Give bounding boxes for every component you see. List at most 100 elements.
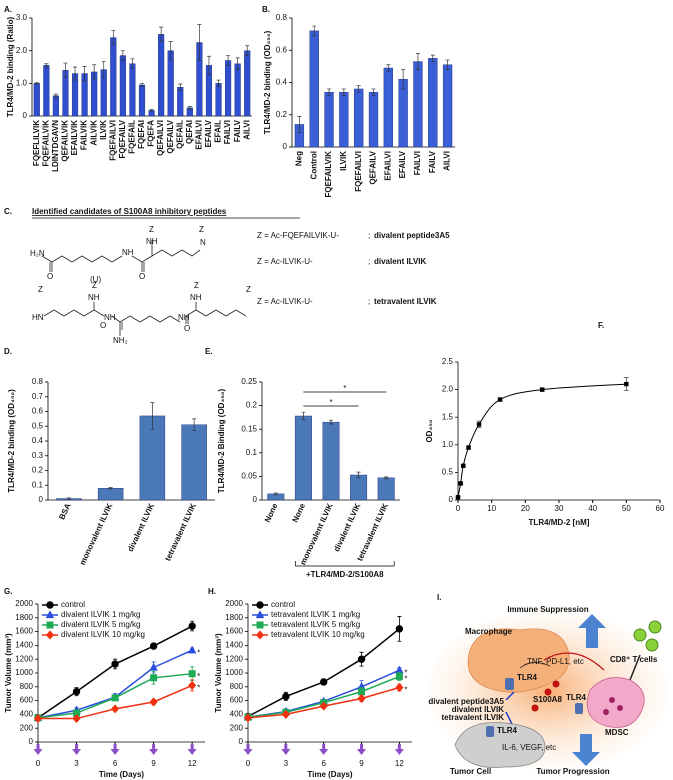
atom: NH: [88, 293, 100, 302]
atom: (U): [90, 275, 101, 284]
point: [188, 680, 197, 690]
error-bar: [371, 88, 376, 96]
point: [111, 660, 119, 668]
x-tick-label: 0: [36, 759, 41, 768]
y-tick-label: 600: [20, 696, 34, 705]
bar: [97, 488, 124, 501]
y-tick-label: 0.05: [241, 472, 257, 481]
bar: [138, 84, 146, 117]
x-tick-label: FQEFAIL: [128, 120, 137, 154]
atom: Z: [194, 281, 199, 290]
y-axis-label: TLR4/MD-2 binding (OD₄₅₀): [7, 389, 16, 493]
annotation: *: [329, 398, 332, 407]
y-tick-label: 1400: [15, 641, 33, 650]
y-tick-label: 0: [39, 495, 44, 504]
panel-label: C.: [4, 207, 12, 216]
y-tick-label: 0.6: [276, 45, 288, 54]
x-tick-label: FQEFAILVI: [108, 120, 117, 161]
atom: Z: [38, 285, 43, 294]
x-tick-label: 6: [321, 759, 326, 768]
panel-i: I. Immune Suppression Macrophage TNF, PD…: [428, 593, 668, 776]
atom: N: [200, 238, 206, 247]
point: [111, 694, 119, 702]
tlr4-receptor: [575, 703, 583, 714]
y-tick-label: 1200: [15, 654, 33, 663]
treatment-arrow: [243, 744, 253, 755]
point: [497, 397, 503, 402]
x-tick-label: 9: [359, 759, 364, 768]
legend-marker: [255, 610, 265, 619]
point: [243, 713, 253, 723]
atom: NH: [178, 313, 190, 322]
atom: HN: [32, 313, 44, 322]
y-tick-label: 2.5: [442, 357, 454, 366]
error-bar: [101, 61, 106, 79]
x-tick-label: QEFAILVI: [156, 120, 165, 156]
point: [188, 622, 196, 630]
error-bar: [356, 85, 361, 93]
bar: [350, 474, 368, 501]
x-tick-label: divalent ILVIK: [332, 502, 362, 553]
point: [395, 672, 403, 680]
x-tick-label: 12: [188, 759, 197, 768]
down-arrow: [572, 734, 600, 766]
error-bar: [44, 63, 49, 68]
mdsc-label: MDSC: [605, 728, 629, 737]
y-tick-label: 0: [239, 737, 244, 746]
immune-label: Immune Suppression: [507, 605, 588, 614]
granule: [603, 709, 609, 715]
inhibitor: tetravalent ILVIK: [441, 713, 504, 722]
error-bar: [327, 88, 332, 96]
legend-marker: [46, 601, 54, 609]
x-tick-label: 10: [487, 504, 496, 513]
y-tick-label: 2000: [15, 599, 33, 608]
tnf-label: TNF, PD-L1, etc: [527, 657, 584, 666]
y-tick-label: 0.5: [32, 421, 44, 430]
error-bar: [415, 53, 420, 70]
point: [72, 713, 81, 724]
error-bar: [66, 497, 71, 500]
error-bar: [53, 93, 58, 98]
point: [357, 655, 366, 663]
tlr4-label: TLR4: [566, 693, 587, 702]
inhibitor: divalent peptide3A5: [428, 697, 504, 706]
point: [281, 709, 290, 719]
panel-label: G.: [4, 587, 12, 596]
bar: [215, 83, 222, 117]
bar: [339, 91, 349, 148]
atom: NH: [146, 237, 158, 246]
point: [149, 662, 158, 671]
treatment-arrow: [149, 744, 159, 755]
y-tick-label: 1800: [225, 613, 243, 622]
atom: Z: [149, 225, 154, 234]
s100a8-label: S100A8: [533, 695, 562, 704]
legend-label: divalent ILVIK 10 mg/kg: [61, 630, 145, 639]
annotation: *: [197, 648, 200, 657]
y-tick-label: 0: [283, 142, 288, 151]
arrow: [543, 652, 605, 671]
x-tick-label: 6: [113, 759, 118, 768]
y-tick-label: 0: [29, 737, 34, 746]
t-cell: [633, 628, 647, 642]
y-axis-label: Tumor Volume (mm³): [214, 633, 223, 713]
x-tick-label: QEFAILVIK: [61, 120, 70, 162]
x-tick-label: ILVIK: [99, 120, 108, 140]
mdsc-cell: [586, 677, 645, 728]
bar: [309, 30, 319, 148]
x-tick-label: AILVIK: [89, 120, 98, 146]
x-tick-label: FAILVIK: [80, 120, 89, 150]
bar: [52, 95, 59, 117]
error-bar: [430, 54, 435, 62]
point: [319, 701, 328, 711]
y-tick-label: 0.1: [246, 448, 258, 457]
x-tick-label: FQEFAILVIK: [324, 151, 333, 198]
y-tick-label: 1000: [225, 668, 243, 677]
tlr4-receptor: [486, 726, 494, 737]
bar: [181, 424, 207, 501]
y-tick-label: 0.2: [32, 466, 44, 475]
x-tick-label: 40: [588, 504, 597, 513]
y-tick-label: 0.15: [241, 424, 257, 433]
atom: O: [100, 321, 106, 330]
y-tick-label: 0: [449, 495, 454, 504]
y-tick-label: 0.2: [276, 110, 288, 119]
